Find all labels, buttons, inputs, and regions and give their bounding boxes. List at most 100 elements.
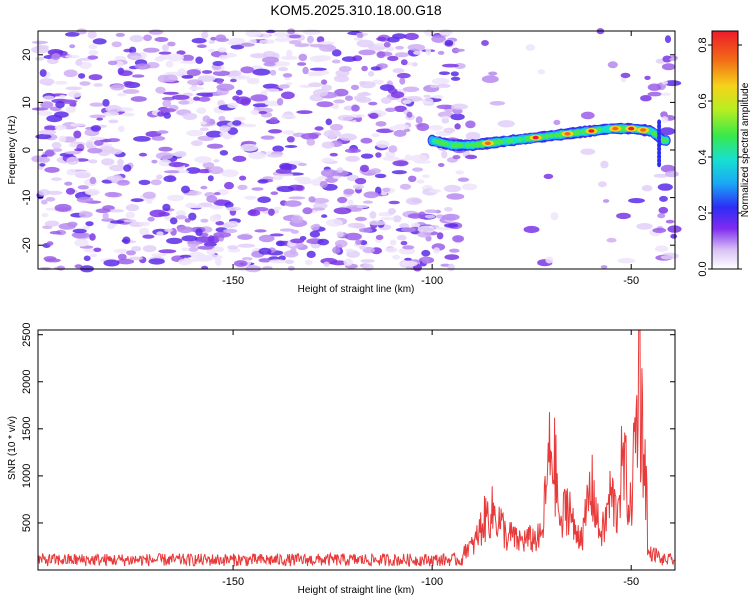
spectrogram-cell [296,110,313,114]
spectrogram-cell [400,59,408,66]
spectrogram-cell [123,81,134,86]
spectrogram-cell [488,71,498,76]
spectrogram-cell [165,60,174,68]
spectrogram-cell [290,238,305,244]
spectrogram-cell [93,247,102,252]
spectrogram-cell [65,86,82,91]
spectrogram-cell [116,258,135,265]
spectrogram-cell [321,84,332,92]
spectrogram-cell [168,161,185,168]
spectrogram-cell [424,214,436,219]
spectrogram-cell [367,71,375,77]
spectrogram-cell [84,188,100,196]
spectrogram-cell [428,189,442,193]
spectrogram-cell [85,221,94,227]
spectrogram-cell [86,141,93,149]
spectrogram-peak-cell [588,129,595,133]
spectrogram-cell [230,78,237,83]
spectrogram-cell [363,191,379,199]
spectrogram-peak-cell [484,141,491,146]
spectrogram-cell [210,36,217,41]
spectrogram-signal-cell [498,139,504,144]
spectrogram-cell [309,55,326,63]
spectrogram-cell [415,116,423,124]
x-tick-label: -150 [222,275,244,287]
spectrogram-cell [356,39,374,48]
spectrogram-cell [443,184,462,193]
spectrogram-cell [662,55,672,63]
spectrogram-cell [44,166,60,173]
spectrogram-cell [421,256,431,264]
spectrogram-signal-cell [549,133,555,138]
spectrogram-cell [248,151,267,160]
spectrogram-cell [187,243,199,248]
spectrogram-cell [51,148,63,152]
spectrogram-cell [647,91,662,97]
x-tick-label: -100 [421,275,443,287]
snr-y-ticks: 500 1000 1500 2000 2500 [21,322,675,532]
spectrogram-cell [413,50,422,55]
spectrogram-cell [356,33,364,39]
spectrogram-cell [156,174,163,180]
spectrogram-cell [311,72,324,77]
spectrogram-peak-cell [532,135,539,140]
spectrogram-cell [157,111,165,117]
spectrogram-cell [200,121,207,125]
spectrogram-cell [179,254,192,258]
spectrogram-cell [221,169,239,178]
y-tick-label: -20 [21,237,33,253]
spectrogram-cell [218,115,226,122]
spectrogram-cell [399,77,406,85]
spectrogram-cell [117,253,127,261]
spectrogram-cell [70,123,87,127]
spectrogram-cell [319,44,336,52]
spectrogram-cell [441,150,448,159]
colorbar-ticks: 0.0 0.2 0.4 0.6 0.8 [697,37,742,277]
spectrogram-cell [353,223,366,229]
spectrogram-cell [156,130,169,134]
spectrogram-cell [44,125,57,131]
spectrogram-cell [148,29,164,35]
spectrogram-cell [344,232,362,241]
spectrogram-cell [38,129,57,135]
spectrogram-cell [329,152,338,157]
snr-y-label: SNR (10 * v/v) [7,416,18,480]
spectrogram-cell [209,214,222,222]
spectrogram-cell [424,209,439,214]
spectrogram-cell [417,225,435,234]
spectrogram-cell [465,154,478,160]
spectrogram-cell [392,215,402,223]
spectrogram-cell [317,238,330,246]
spectrogram-cell [298,53,308,62]
spectrogram-cell [444,39,454,46]
spectrogram-cell [399,223,410,229]
spectrogram-cell [284,259,295,264]
spectrogram-cell [237,184,248,190]
spectrogram-cell [111,178,119,184]
spectrogram-cell [389,239,397,246]
spectrogram-cell [142,234,155,239]
spectrogram-cell [454,48,465,52]
spectrogram-cell [202,162,215,169]
spectrogram-cell [40,101,54,109]
spectrogram-cell [317,176,328,180]
spectrogram-cell [276,185,295,193]
spectrogram-cell [58,135,67,143]
spectrogram-cell [297,62,307,66]
spectrogram-cell [345,155,360,162]
spectrogram-cell [444,223,459,228]
spectrogram-cell [158,54,173,60]
spectrogram-cell [45,197,56,202]
spectrogram-cell [213,231,231,238]
spectrogram-cell [663,80,682,87]
spectrogram-cell [330,123,344,131]
spectrogram-cell [331,59,341,64]
spectrogram-cell [143,47,160,53]
spectrogram-cell [334,88,349,97]
spectrogram-cell [63,69,78,78]
spectrogram-cell [294,43,310,48]
spectrogram-cell [214,192,221,196]
spectrogram-cell [240,143,259,152]
spectrogram-cell [158,159,172,167]
spectrogram-cell [205,254,223,260]
